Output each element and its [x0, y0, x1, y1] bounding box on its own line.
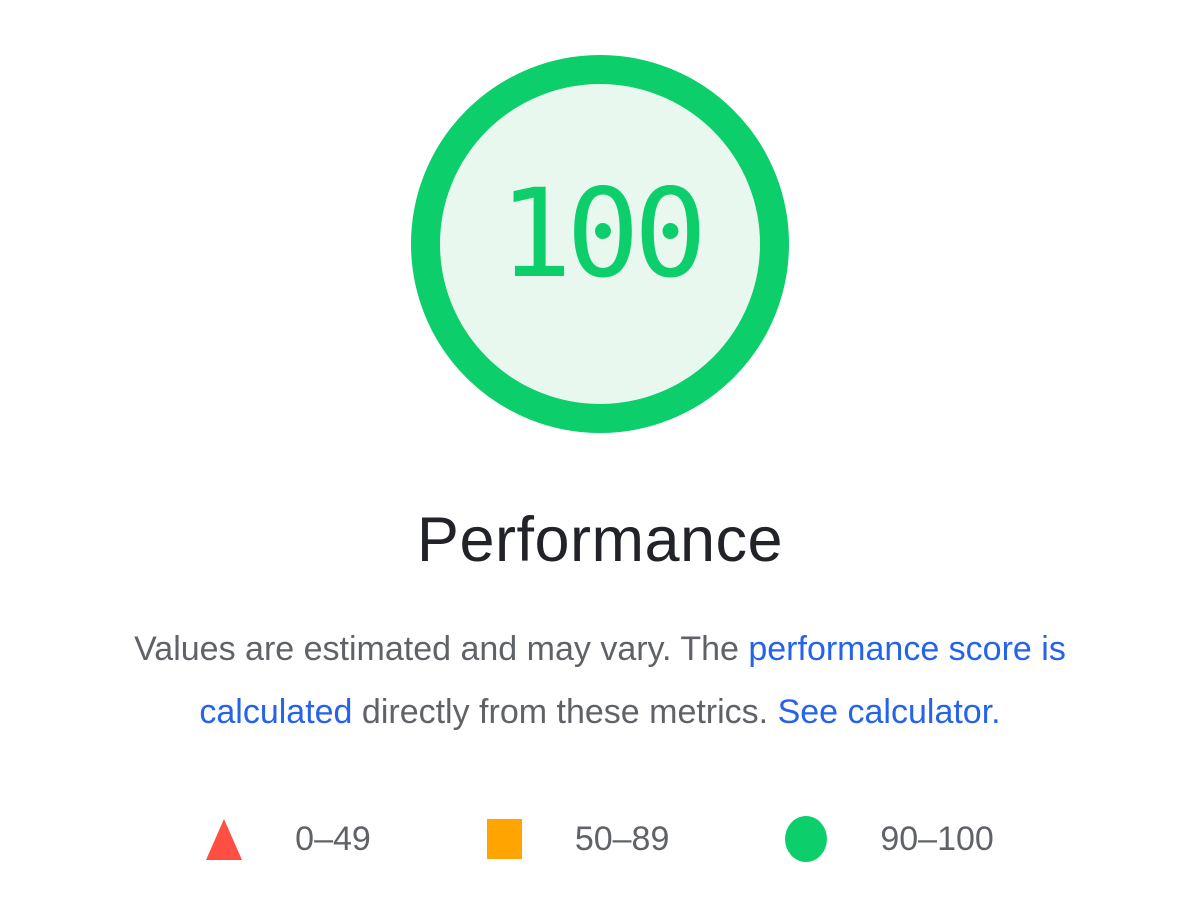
description-line-2: calculated directly from these metrics. …	[134, 681, 1066, 744]
average-square-icon	[486, 819, 522, 859]
legend-label-average: 50–89	[574, 819, 670, 858]
legend-item-fail: 0–49	[206, 818, 371, 860]
description-line-1: Values are estimated and may vary. The p…	[134, 618, 1066, 681]
description-text-2: directly from these metrics.	[352, 693, 778, 731]
legend-label-pass: 90–100	[880, 819, 994, 858]
legend-label-fail: 0–49	[295, 819, 371, 858]
category-title: Performance	[416, 505, 784, 575]
score-range-legend: 0–49 50–89 90–100	[206, 816, 994, 862]
description-text-1: Values are estimated and may vary. The	[134, 630, 749, 668]
fail-triangle-icon	[206, 818, 243, 860]
legend-item-pass: 90–100	[785, 816, 994, 862]
performance-score-calculated-link[interactable]: performance score is	[748, 630, 1066, 668]
legend-item-average: 50–89	[486, 819, 670, 859]
see-calculator-link[interactable]: See calculator.	[777, 693, 1001, 731]
pass-circle-icon	[785, 816, 828, 862]
performance-score-gauge: 100	[411, 55, 789, 433]
performance-score-calculated-link-continued[interactable]: calculated	[199, 693, 353, 731]
score-description: Values are estimated and may vary. The p…	[134, 618, 1066, 744]
score-value: 100	[498, 163, 707, 305]
